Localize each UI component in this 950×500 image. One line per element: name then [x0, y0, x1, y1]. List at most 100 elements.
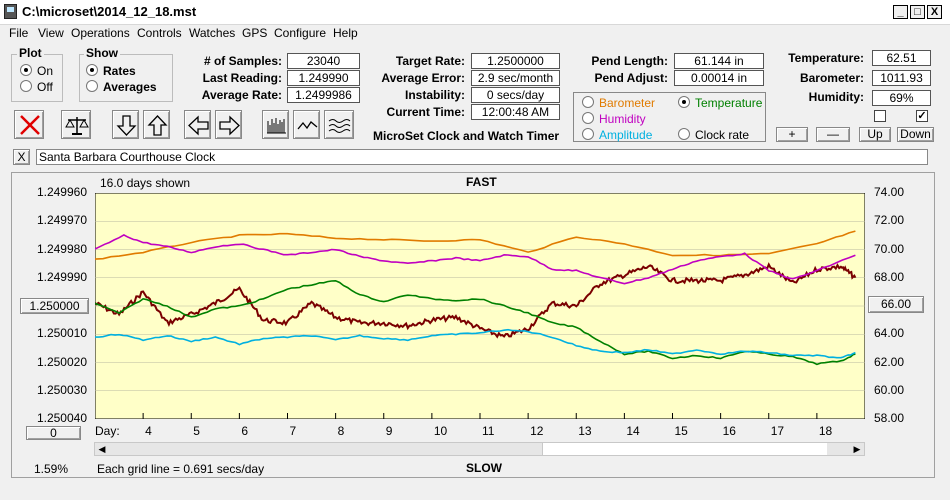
menu-help[interactable]: Help: [333, 26, 358, 40]
slow-label: SLOW: [466, 461, 502, 475]
maximize-button[interactable]: □: [910, 5, 925, 19]
series-amplitude: [95, 328, 856, 359]
sensor-humidity-radio[interactable]: Humidity: [582, 112, 646, 126]
arrow-right-icon: [219, 115, 240, 136]
series-lines: [95, 230, 857, 366]
menu-file[interactable]: File: [9, 26, 29, 40]
minimize-button[interactable]: _: [893, 5, 908, 19]
left-axis-tick: 1.250030: [36, 382, 87, 397]
sensor-temperature-label: Temperature: [695, 96, 763, 110]
pend-length-label: Pend Length:: [591, 54, 668, 68]
radio-icon: [582, 96, 594, 108]
x-tick-label: 12: [530, 424, 544, 438]
last-reading-value: 1.249990: [287, 70, 360, 86]
menu-view[interactable]: View: [38, 26, 64, 40]
temperature-value: 62.51: [872, 50, 931, 66]
barometer-label: Barometer:: [799, 71, 864, 85]
stop-button[interactable]: [14, 110, 44, 139]
close-button[interactable]: X: [927, 5, 942, 19]
menu-configure[interactable]: Configure: [274, 26, 327, 40]
arrow-up-icon: [147, 115, 168, 136]
sensor-temperature-radio[interactable]: Temperature: [678, 96, 762, 110]
rate-chart: [95, 193, 865, 419]
line-graph-icon: [297, 121, 318, 130]
x-tick-label: 5: [193, 424, 200, 438]
smooth-view-button[interactable]: [324, 110, 354, 139]
right-reference-button[interactable]: 66.00: [868, 296, 924, 313]
last-reading-label: Last Reading:: [202, 71, 282, 85]
pend-adjust-label: Pend Adjust:: [594, 71, 668, 85]
calibrate-button[interactable]: [61, 110, 91, 139]
right-axis-tick: 60.00: [874, 382, 905, 397]
x-tick-label: 10: [433, 424, 448, 438]
x-tick-label: 8: [337, 424, 345, 438]
right-axis-tick: 72.00: [874, 213, 905, 228]
zoom-in-button[interactable]: [262, 110, 289, 139]
minus-button[interactable]: —: [816, 127, 850, 142]
series-temperature: [95, 279, 856, 366]
app-name-label: MicroSet Clock and Watch Timer: [373, 129, 560, 143]
scroll-position-button[interactable]: 0: [26, 426, 81, 440]
left-axis-tick: 1.250040: [36, 411, 87, 425]
x-tick-label: 16: [722, 424, 736, 438]
radio-selected-icon: [86, 64, 98, 76]
plot-on-radio[interactable]: On: [20, 64, 53, 78]
scroll-left-arrow-icon[interactable]: ◀: [98, 444, 106, 454]
scrollbar-thumb[interactable]: [542, 443, 827, 455]
x-tick-label: 18: [818, 424, 833, 438]
series-clock-rate: [95, 262, 857, 339]
sensor-barometer-label: Barometer: [599, 96, 656, 110]
menu-controls[interactable]: Controls: [137, 26, 182, 40]
window-title: C:\microset\2014_12_18.mst: [22, 4, 197, 19]
left-axis-tick: 1.249990: [36, 269, 87, 284]
down-button[interactable]: Down: [897, 127, 934, 142]
sensor-amplitude-radio[interactable]: Amplitude: [582, 128, 652, 142]
sensor-clock-rate-radio[interactable]: Clock rate: [678, 128, 749, 142]
right-axis-tick: 58.00: [874, 411, 905, 425]
x-axis-title: Day:: [95, 424, 120, 438]
sensor-barometer-radio[interactable]: Barometer: [582, 96, 655, 110]
average-error-value: 2.9 sec/month: [471, 70, 560, 86]
menu-watches[interactable]: Watches: [189, 26, 236, 40]
horizontal-scrollbar[interactable]: ◀ ▶: [94, 442, 865, 456]
show-averages-radio[interactable]: Averages: [86, 80, 157, 94]
env-checkbox-1[interactable]: [874, 110, 886, 122]
grid-note-label: Each grid line = 0.691 secs/day: [97, 462, 265, 476]
env-checkbox-2[interactable]: ✓: [916, 110, 928, 122]
grid-lines: [95, 221, 865, 419]
menu-operations[interactable]: Operations: [71, 26, 130, 40]
plot-group-label: Plot: [17, 46, 44, 60]
menu-gps[interactable]: GPS: [242, 26, 268, 40]
plus-button[interactable]: +: [776, 127, 808, 142]
chart-panel: [11, 172, 935, 478]
right-axis-tick: 74.00: [874, 185, 905, 199]
humidity-value: 69%: [872, 90, 931, 106]
sensor-clock-rate-label: Clock rate: [695, 128, 750, 142]
radio-icon: [582, 112, 594, 124]
plot-group: [11, 54, 63, 102]
x-tick-label: 7: [289, 424, 297, 438]
clock-name-field[interactable]: Santa Barbara Courthouse Clock: [36, 149, 928, 165]
balance-scale-icon: [65, 117, 89, 135]
pend-length-value: 61.144 in: [674, 53, 764, 69]
scroll-down-button[interactable]: [112, 110, 139, 139]
arrow-down-icon: [116, 115, 137, 136]
scroll-right-arrow-icon[interactable]: ▶: [853, 444, 861, 454]
up-button[interactable]: Up: [859, 127, 891, 142]
sensor-humidity-label: Humidity: [599, 112, 646, 126]
show-rates-radio[interactable]: Rates: [86, 64, 136, 78]
x-tick-label: 6: [241, 424, 249, 438]
clear-clock-button[interactable]: X: [13, 149, 30, 165]
radio-selected-icon: [678, 96, 690, 108]
current-time-value: 12:00:48 AM: [471, 104, 560, 120]
plot-off-radio[interactable]: Off: [20, 80, 53, 94]
scroll-up-button[interactable]: [143, 110, 170, 139]
x-tick-label: 4: [145, 424, 152, 438]
scroll-right-button[interactable]: [215, 110, 242, 139]
scroll-left-button[interactable]: [184, 110, 211, 139]
line-view-button[interactable]: [293, 110, 320, 139]
sensor-selector: [573, 92, 766, 142]
left-reference-button[interactable]: 1.250000: [20, 298, 89, 314]
show-group: [79, 54, 173, 102]
instability-value: 0 secs/day: [471, 87, 560, 103]
